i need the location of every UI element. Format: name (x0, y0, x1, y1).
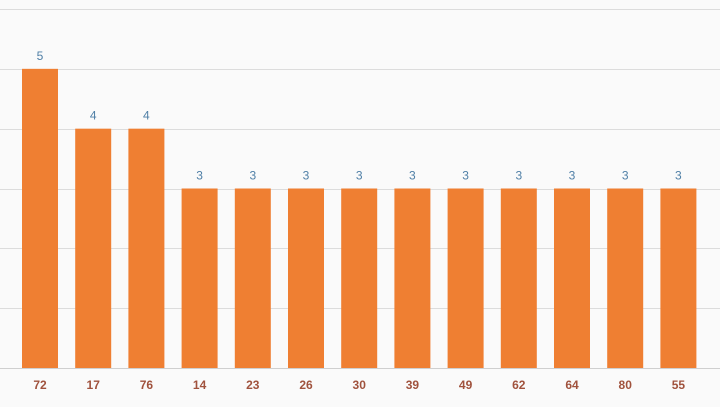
bar-26 (288, 188, 324, 368)
bar-14 (181, 188, 218, 368)
x-axis-tick-labels: 72 17 76 14 23 26 30 39 49 62 64 80 55 (33, 378, 685, 392)
bar-80 (607, 188, 644, 368)
x-tick-label: 80 (619, 378, 633, 392)
bar-72 (22, 68, 58, 368)
x-tick-label: 72 (33, 378, 47, 392)
x-tick-label: 64 (565, 378, 579, 392)
bar-value-label: 5 (37, 49, 44, 63)
bar-39 (394, 188, 431, 368)
bar-17 (75, 128, 112, 368)
bar-value-label: 3 (249, 169, 256, 183)
x-tick-label: 26 (299, 378, 313, 392)
bar-value-label: 3 (462, 169, 469, 183)
bar-49 (447, 188, 484, 368)
x-tick-label: 17 (87, 378, 101, 392)
x-tick-label: 39 (406, 378, 420, 392)
bar-value-label: 3 (515, 169, 522, 183)
bar-23 (234, 188, 271, 368)
bar-value-label: 4 (143, 109, 150, 123)
bar-value-label: 3 (409, 169, 416, 183)
bar-value-label: 3 (569, 169, 576, 183)
bar-value-label: 3 (303, 169, 310, 183)
value-labels: 5 4 4 3 3 3 3 3 3 3 3 3 3 (37, 49, 682, 183)
bar-value-label: 4 (90, 109, 97, 123)
bar-76 (128, 128, 165, 368)
x-tick-label: 76 (140, 378, 154, 392)
bar-30 (341, 188, 378, 368)
bar-value-label: 3 (356, 169, 363, 183)
bar-64 (554, 188, 590, 368)
bar-value-label: 3 (675, 169, 682, 183)
bar-value-label: 3 (196, 169, 203, 183)
bar-55 (660, 188, 697, 368)
x-tick-label: 30 (353, 378, 367, 392)
x-tick-label: 49 (459, 378, 473, 392)
bars (22, 68, 697, 368)
bar-value-label: 3 (622, 169, 629, 183)
bar-62 (500, 188, 537, 368)
x-tick-label: 14 (193, 378, 207, 392)
x-tick-label: 23 (246, 378, 260, 392)
x-tick-label: 62 (512, 378, 526, 392)
x-tick-label: 55 (672, 378, 686, 392)
